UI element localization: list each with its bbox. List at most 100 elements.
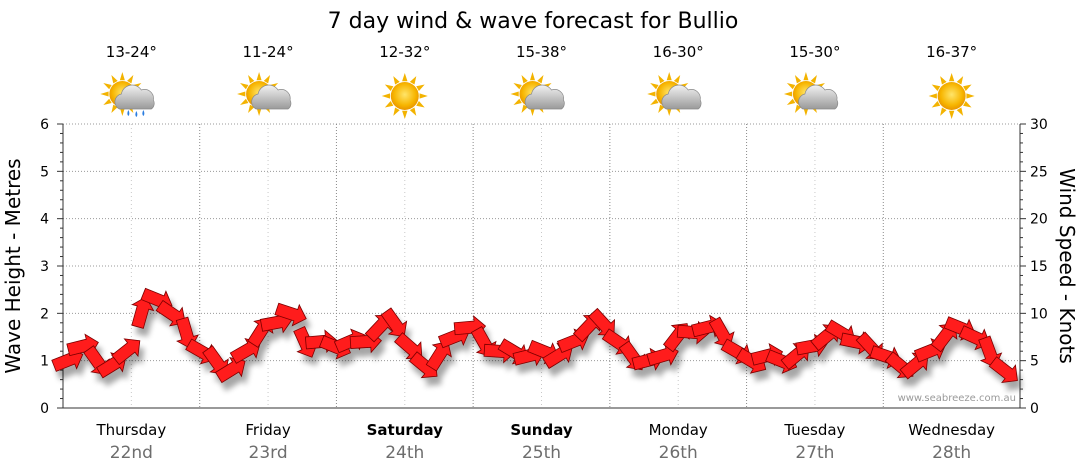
sun-ray — [240, 98, 249, 105]
sun-ray — [384, 101, 394, 108]
sun-ray — [416, 84, 425, 91]
wind-arrow — [131, 296, 155, 329]
right-tick-label: 20 — [1030, 212, 1048, 228]
day-name: Sunday — [510, 421, 573, 439]
wind-arrow — [229, 338, 261, 364]
sun-ray — [658, 74, 665, 84]
wind-arrow-shape — [131, 296, 155, 329]
day-date: 28th — [932, 443, 971, 463]
day-temp-range: 15-30° — [789, 43, 840, 61]
grid-lines — [63, 123, 1020, 408]
sun-ray — [948, 110, 955, 119]
sun-ray — [803, 107, 809, 116]
day-name: Tuesday — [783, 421, 845, 439]
wind-arrow-shape — [380, 307, 408, 338]
wind-arrow-shape — [988, 356, 1018, 384]
sun-ray — [666, 72, 672, 81]
day-temp-range: 12-32° — [379, 43, 430, 61]
wind-arrow-shape — [229, 338, 261, 364]
sun-ray — [263, 74, 271, 84]
wind-arrow — [274, 302, 307, 327]
sun-ray — [931, 84, 941, 91]
sun-cloud-icon — [237, 72, 292, 116]
sun-cloud-rain-icon — [100, 72, 155, 117]
left-tick-label: 3 — [40, 259, 49, 275]
right-tick-label: 25 — [1030, 164, 1048, 180]
day-date: 24th — [385, 443, 424, 463]
sun-ray — [237, 91, 246, 97]
wind-arrow — [380, 307, 408, 338]
sun-ray — [513, 98, 522, 105]
day-temp-range: 15-38° — [516, 43, 567, 61]
right-tick-label: 30 — [1030, 117, 1048, 133]
sun-ray — [794, 74, 802, 84]
sun-ray — [786, 83, 796, 90]
day-temp-range: 11-24° — [243, 43, 294, 61]
sun-ray — [529, 72, 536, 81]
day-name: Friday — [245, 421, 291, 439]
sun-ray — [783, 91, 793, 97]
sun-ray — [111, 74, 118, 84]
wind-arrow — [214, 357, 246, 384]
left-tick-label: 1 — [40, 354, 49, 370]
sun-ray — [666, 107, 672, 116]
right-axis-label: Wind Speed - Knots — [1055, 168, 1079, 364]
sun-disc — [937, 82, 966, 110]
sun-ray — [240, 83, 249, 90]
sun-ray — [647, 91, 656, 97]
sun-ray — [963, 84, 972, 91]
right-tick-label: 5 — [1030, 354, 1039, 370]
sun-ray — [248, 74, 255, 84]
day-date: 23rd — [249, 443, 288, 463]
sun-ray — [409, 107, 417, 116]
sun-ray — [956, 76, 964, 85]
sun-ray — [402, 73, 408, 82]
sun-ray — [948, 73, 955, 82]
rain-drop — [142, 110, 145, 116]
day-temp-range: 16-37° — [926, 43, 977, 61]
cloud-shape — [251, 84, 292, 110]
right-tick-label: 15 — [1030, 259, 1048, 275]
sun-ray — [100, 91, 109, 97]
left-tick-label: 6 — [40, 117, 49, 133]
day-date: 26th — [659, 443, 698, 463]
rain-drop — [127, 110, 130, 116]
right-tick-label: 0 — [1030, 401, 1039, 417]
sun-ray — [402, 110, 408, 119]
sun-ray — [537, 74, 544, 84]
sun-ray — [963, 101, 972, 108]
sun-ray — [673, 74, 681, 84]
sun-ray — [119, 72, 125, 81]
left-tick-label: 2 — [40, 306, 49, 322]
left-tick-label: 5 — [40, 164, 49, 180]
wind-arrow — [988, 356, 1018, 384]
wind-arrow-shape — [214, 357, 246, 384]
wind-arrow-shape — [274, 302, 307, 327]
wind-arrow-shape — [425, 341, 452, 372]
sun-cloud-icon — [647, 72, 702, 116]
sun-ray — [803, 72, 809, 81]
cloud-shape — [798, 84, 839, 110]
sun-ray — [529, 107, 536, 116]
cloud-shape — [114, 84, 155, 110]
sun-ray — [393, 107, 400, 116]
sun-cloud-icon — [510, 72, 565, 116]
sun-ray — [940, 76, 947, 85]
sun-ray — [786, 98, 796, 105]
sun-ray — [513, 83, 522, 90]
chart-title: 7 day wind & wave forecast for Bullio — [328, 9, 739, 34]
right-tick-label: 10 — [1030, 306, 1048, 322]
day-date: 27th — [795, 443, 834, 463]
sun-ray — [521, 74, 528, 84]
sun-ray — [381, 93, 391, 99]
sun-ray — [256, 72, 262, 81]
day-date: 25th — [522, 443, 561, 463]
day-name: Monday — [649, 421, 708, 439]
sun-ray — [510, 91, 519, 97]
cloud-shape — [661, 84, 702, 110]
sun-ray — [256, 107, 262, 116]
left-tick-label: 0 — [40, 401, 49, 417]
wind-arrow-shape — [111, 338, 141, 366]
wind-arrow — [111, 338, 141, 366]
